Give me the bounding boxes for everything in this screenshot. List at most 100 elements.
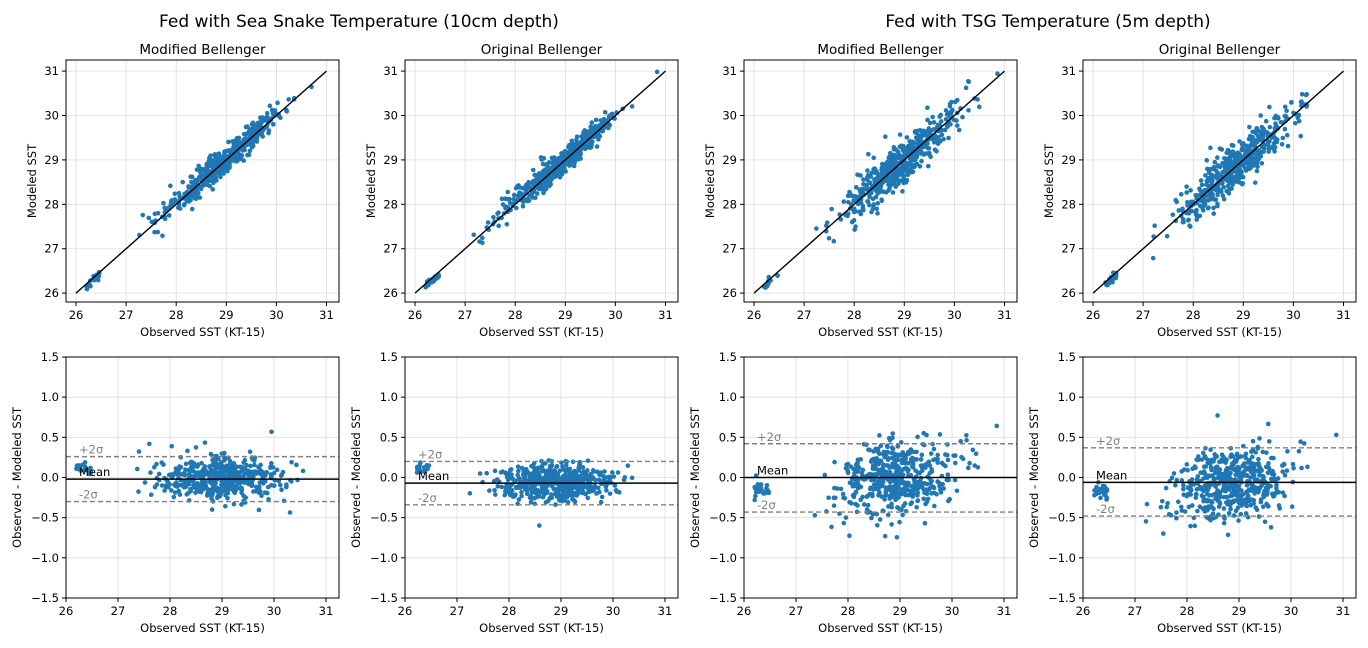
data-point [268,472,274,477]
data-point [241,473,246,479]
data-point [1208,145,1213,151]
data-point [219,451,225,456]
data-point [233,153,239,159]
data-point [1254,126,1260,132]
data-point [599,494,605,500]
data-point [598,470,604,475]
data-point [204,493,210,498]
data-point [1243,451,1249,457]
data-point [1188,188,1193,193]
data-point [909,488,914,494]
data-point [832,485,837,491]
data-point [1217,146,1223,151]
axes-frame [743,59,1018,303]
data-point [243,495,249,500]
y-axis-label: Observed - Modeled SST [688,406,702,548]
data-point [193,196,199,202]
data-point [902,452,908,458]
data-point [887,493,892,499]
data-point [189,206,195,212]
data-point [878,458,884,464]
data-point [522,471,527,477]
x-tick-label: 30 [947,308,962,322]
data-point [519,489,524,495]
data-point [538,186,543,192]
data-point [953,99,958,105]
data-point [1301,441,1307,446]
data-point [537,523,542,528]
x-tick-label: 26 [398,604,413,618]
data-point [1233,489,1238,495]
x-tick-label: 31 [997,604,1012,618]
data-point [832,495,838,501]
data-point [931,457,936,463]
data-point [492,219,497,224]
data-point [1240,492,1245,497]
data-point [946,498,951,504]
data-point [1178,191,1184,197]
data-point [174,480,179,485]
x-axis-label: Observed SST (KT-15) [818,325,943,339]
data-point [1200,208,1206,213]
data-point [574,140,580,146]
data-point [921,463,926,468]
data-point [504,474,510,480]
data-point [1189,503,1195,508]
data-point [873,194,879,200]
data-point [180,483,186,489]
data-point [931,446,937,452]
data-point [1204,491,1210,497]
x-tick-label: 28 [1180,604,1195,618]
data-point [425,464,430,469]
data-point [1243,455,1249,461]
data-point [210,187,216,192]
data-point [904,135,910,140]
data-point [1100,487,1105,493]
data-point [826,235,832,241]
axes-frame [65,59,340,303]
data-point [557,494,563,499]
y-tick-label: −0.5 [31,511,59,525]
data-point [1174,510,1179,515]
data-point [239,490,244,495]
data-point [876,185,881,191]
data-point [162,488,167,493]
y-tick-label: −1.5 [709,591,737,605]
data-point [584,130,590,135]
x-tick-label: 27 [1128,604,1143,618]
data-point [931,485,937,491]
data-point [134,466,140,472]
data-point [1273,137,1279,143]
data-point [870,206,876,212]
data-point [1192,523,1198,529]
data-point [1253,130,1259,136]
data-point [1097,490,1102,496]
data-point [875,201,881,206]
data-point [866,151,871,157]
data-point [885,163,891,169]
data-point [976,104,982,110]
data-point [611,474,617,479]
data-point [883,490,889,496]
data-point [1102,483,1107,489]
data-point [1230,143,1236,148]
data-point [1298,439,1303,444]
data-point [1254,152,1260,157]
data-point [753,473,759,478]
data-point [900,189,905,194]
data-point [855,201,861,207]
data-point [752,497,757,503]
data-point [847,499,852,505]
data-point [204,164,210,170]
data-point [1195,474,1201,479]
data-point [927,120,933,126]
data-point [902,490,908,496]
data-point [1204,158,1210,163]
panel-6: +2σ Mean -2σ 26 27 28 29 30 31 −1.5 −1.0 −0.5 0.0 0.5… [349,350,679,635]
data-point [1284,132,1290,138]
data-point [1233,498,1238,503]
data-point [1195,508,1200,514]
data-point [1186,217,1191,223]
data-point [1250,474,1256,479]
data-point [172,191,178,197]
